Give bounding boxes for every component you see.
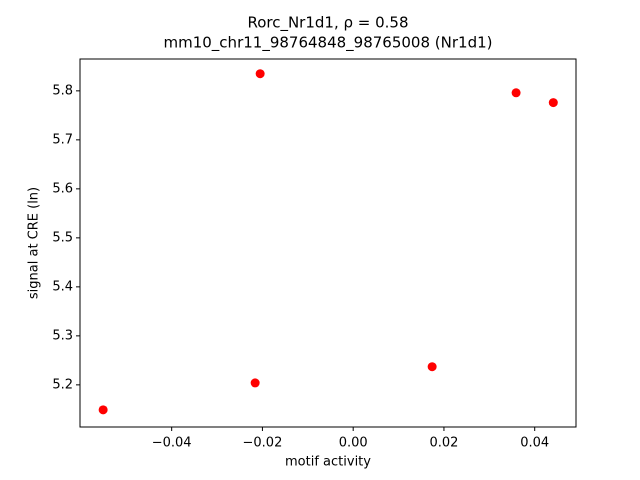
y-axis-label: signal at CRE (ln) <box>27 187 42 299</box>
point <box>250 378 260 388</box>
chart-title: Rorc_Nr1d1, ρ = 0.58 <box>247 14 408 33</box>
x-tick-label: −0.02 <box>243 436 283 451</box>
y-tick-label: 5.8 <box>52 83 73 98</box>
point <box>548 98 558 108</box>
y-tick-label: 5.4 <box>52 279 73 294</box>
x-tick-label: 0.04 <box>520 436 549 451</box>
point <box>98 405 108 415</box>
x-tick-label: −0.04 <box>152 436 192 451</box>
chart-subtitle: mm10_chr11_98764848_98765008 (Nr1d1) <box>164 34 493 53</box>
y-tick-label: 5.7 <box>52 132 73 147</box>
x-tick-label: 0.02 <box>429 436 458 451</box>
y-tick-label: 5.2 <box>52 377 73 392</box>
x-tick-label: 0.00 <box>339 436 368 451</box>
y-tick-label: 5.5 <box>52 230 73 245</box>
x-axis-label: motif activity <box>285 455 371 470</box>
point <box>427 362 437 372</box>
point <box>511 88 521 98</box>
plot-frame <box>79 58 577 428</box>
point <box>255 69 265 79</box>
y-tick-label: 5.3 <box>52 328 73 343</box>
y-tick-label: 5.6 <box>52 181 73 196</box>
